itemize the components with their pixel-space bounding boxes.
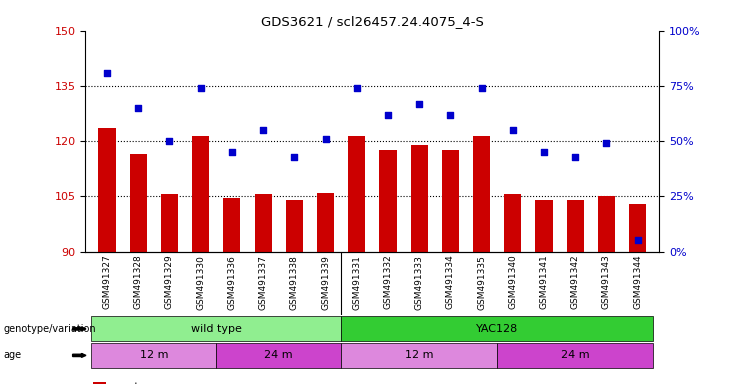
Point	[350, 85, 362, 91]
Text: YAC128: YAC128	[476, 324, 518, 334]
Text: 12 m: 12 m	[139, 350, 168, 361]
Text: genotype/variation: genotype/variation	[4, 324, 96, 334]
Bar	[223, 198, 241, 252]
Text: GSM491342: GSM491342	[571, 255, 579, 310]
Title: GDS3621 / scl26457.24.4075_4-S: GDS3621 / scl26457.24.4075_4-S	[261, 15, 484, 28]
Point	[319, 136, 331, 142]
Point	[413, 101, 425, 107]
Text: GSM491344: GSM491344	[633, 255, 642, 310]
Text: GSM491328: GSM491328	[134, 255, 143, 310]
Point	[632, 237, 644, 243]
Bar	[629, 204, 646, 252]
Text: GSM491332: GSM491332	[383, 255, 393, 310]
Text: count: count	[109, 382, 139, 384]
Bar	[504, 194, 522, 252]
Text: GSM491338: GSM491338	[290, 255, 299, 310]
Bar	[473, 136, 491, 252]
Text: GSM491329: GSM491329	[165, 255, 174, 310]
Text: GSM491340: GSM491340	[508, 255, 517, 310]
Text: GSM491335: GSM491335	[477, 255, 486, 310]
Bar	[317, 193, 334, 252]
Bar	[411, 145, 428, 252]
Bar	[99, 128, 116, 252]
Point	[288, 154, 300, 160]
Point	[476, 85, 488, 91]
Bar	[567, 200, 584, 252]
Bar	[379, 150, 396, 252]
Text: 24 m: 24 m	[265, 350, 293, 361]
Text: GSM491333: GSM491333	[415, 255, 424, 310]
Point	[257, 127, 269, 133]
Text: GSM491334: GSM491334	[446, 255, 455, 310]
Text: GSM491337: GSM491337	[259, 255, 268, 310]
Text: GSM491343: GSM491343	[602, 255, 611, 310]
Text: 24 m: 24 m	[561, 350, 590, 361]
Point	[133, 105, 144, 111]
Text: GSM491331: GSM491331	[352, 255, 362, 310]
Point	[164, 138, 176, 144]
Point	[445, 112, 456, 118]
Text: age: age	[4, 350, 21, 361]
Text: GSM491327: GSM491327	[102, 255, 112, 310]
Point	[226, 149, 238, 155]
Bar	[442, 150, 459, 252]
Text: wild type: wild type	[191, 324, 242, 334]
Bar	[130, 154, 147, 252]
Bar	[161, 194, 178, 252]
Bar	[536, 200, 553, 252]
Point	[195, 85, 207, 91]
Bar	[254, 194, 272, 252]
Text: GSM491339: GSM491339	[321, 255, 330, 310]
Bar	[286, 200, 303, 252]
Bar	[598, 196, 615, 252]
Point	[538, 149, 550, 155]
Text: GSM491341: GSM491341	[539, 255, 548, 310]
Text: GSM491336: GSM491336	[227, 255, 236, 310]
Point	[101, 70, 113, 76]
Point	[382, 112, 394, 118]
Bar	[348, 136, 365, 252]
Text: GSM491330: GSM491330	[196, 255, 205, 310]
Point	[507, 127, 519, 133]
Bar	[192, 136, 209, 252]
Point	[569, 154, 581, 160]
Point	[600, 140, 612, 146]
Text: 12 m: 12 m	[405, 350, 433, 361]
